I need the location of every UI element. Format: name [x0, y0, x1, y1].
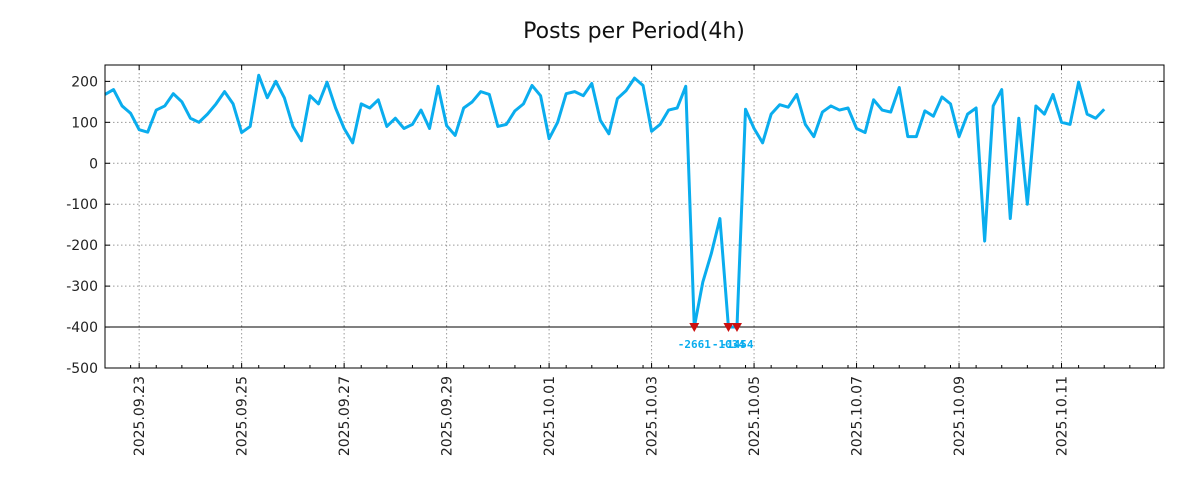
clip-marker	[731, 323, 742, 333]
y-tick-label: -500	[66, 361, 98, 377]
series-layer	[104, 73, 1106, 329]
y-tick-label: -200	[66, 238, 98, 254]
grid-layer	[105, 65, 1164, 369]
clip-value-label: -1454	[720, 338, 753, 351]
x-tick-label: 2025.10.09	[952, 376, 968, 456]
chart-title: Posts per Period(4h)	[523, 19, 745, 44]
clip-marker	[723, 323, 734, 333]
x-tick-label: 2025.09.23	[132, 376, 148, 456]
plot-area-frame	[104, 64, 1165, 369]
y-tick-label: 100	[71, 115, 98, 131]
x-tick-label: 2025.10.01	[542, 376, 558, 456]
x-tick-label: 2025.09.29	[440, 376, 456, 456]
y-tick-label: -300	[66, 279, 98, 295]
y-tick-label: 0	[89, 156, 98, 172]
clip-marker	[689, 323, 700, 333]
x-tick-label: 2025.10.03	[645, 376, 661, 456]
x-tick-label: 2025.10.11	[1055, 376, 1071, 456]
axis-layer: 200 100 0 -100 -200 -300 -400 -500 2025.09.23 202…	[66, 65, 1164, 456]
x-tick-label: 2025.09.27	[337, 376, 353, 456]
x-tick-label: 2025.10.07	[850, 376, 866, 456]
y-tick-label: -100	[66, 197, 98, 213]
x-tick-label: 2025.09.25	[235, 376, 251, 456]
clip-value-label: -1034	[712, 338, 745, 351]
x-tick-label: 2025.10.05	[747, 376, 763, 456]
clip-value-label: -2661	[678, 338, 711, 351]
clip-marker-layer: -2661 -1034-1454	[678, 323, 754, 351]
y-tick-label: 200	[71, 74, 98, 90]
y-tick-label: -400	[66, 320, 98, 336]
series-line	[104, 73, 1106, 329]
